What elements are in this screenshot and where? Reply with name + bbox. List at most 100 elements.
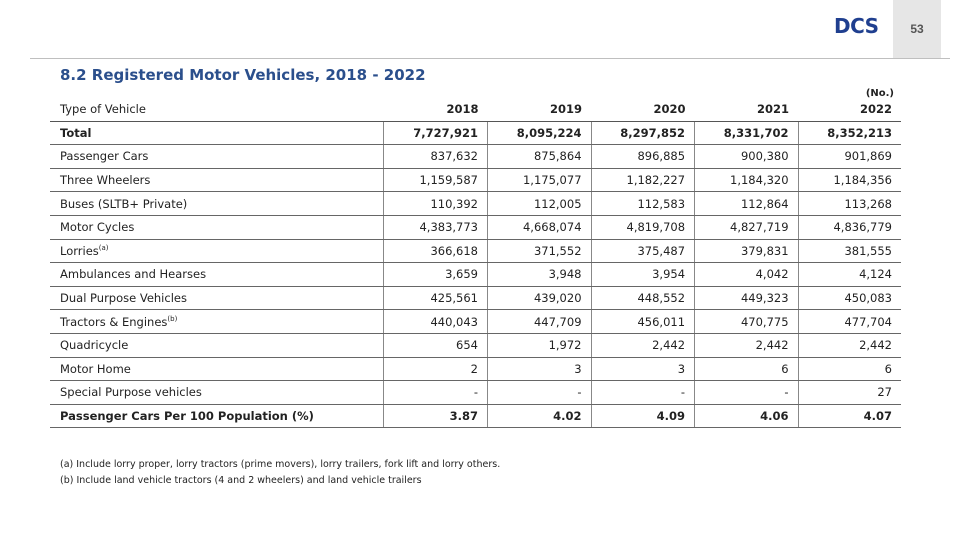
cell-2022: 477,704: [797, 309, 901, 334]
row-label: Tractors & Engines(b): [50, 309, 384, 334]
footnotes: (a) Include lorry proper, lorry tractors…: [60, 457, 500, 489]
unit-label: (No.): [865, 88, 894, 99]
cell-2020: 2,442: [590, 333, 695, 358]
cell-2022: 4,836,779: [797, 215, 901, 240]
cell-2019: 875,864: [487, 144, 592, 169]
cell-2020: -: [590, 380, 695, 405]
cell-2020: 3,954: [590, 262, 695, 287]
page-number-box: 53: [893, 0, 941, 58]
cell-2022: 8,352,213: [797, 121, 901, 146]
cell-2020: 896,885: [590, 144, 695, 169]
cell-2019: 1,972: [487, 333, 592, 358]
row-label-text: Motor Home: [60, 361, 131, 376]
row-label: Ambulances and Hearses: [50, 262, 384, 287]
row-label-text: Total: [60, 125, 92, 140]
row-label: Quadricycle: [50, 333, 384, 358]
cell-2018: 110,392: [383, 191, 488, 216]
row-label-text: Ambulances and Hearses: [60, 267, 207, 282]
cell-2019: 439,020: [487, 286, 592, 311]
row-label: Passenger Cars: [50, 144, 384, 169]
cell-2021: 4,827,719: [694, 215, 799, 240]
row-label-text: Lorries: [60, 243, 99, 258]
table-row: Passenger Cars Per 100 Population (%) 3.8…: [50, 404, 901, 429]
cell-2018: 3.87: [383, 404, 488, 429]
cell-2022: 1,184,356: [797, 168, 901, 193]
cell-2021: 470,775: [694, 309, 799, 334]
cell-2020: 4.09: [590, 404, 695, 429]
table-row: Dual Purpose Vehicles 425,561 439,020 448,5…: [50, 286, 901, 311]
cell-2021: -: [694, 380, 799, 405]
cell-2018: 654: [383, 333, 488, 358]
table-row: Lorries(a) 366,618 371,552 375,487 379,831 38…: [50, 239, 901, 264]
cell-2022: 901,869: [797, 144, 901, 169]
cell-2021: 4.06: [694, 404, 799, 429]
cell-2022: 27: [797, 380, 901, 405]
cell-2018: 4,383,773: [383, 215, 488, 240]
cell-2018: 3,659: [383, 262, 488, 287]
cell-2019: 4,668,074: [487, 215, 592, 240]
row-label-text: Special Purpose vehicles: [60, 385, 202, 400]
cell-2019: 8,095,224: [487, 121, 592, 146]
table-row: Motor Home 2 3 3 6 6: [50, 357, 901, 382]
cell-2019: 371,552: [487, 239, 592, 264]
cell-2019: 112,005: [487, 191, 592, 216]
cell-2021: 2,442: [694, 333, 799, 358]
row-label: Dual Purpose Vehicles: [50, 286, 384, 311]
cell-2020: 8,297,852: [590, 121, 695, 146]
cell-2019: 3: [487, 357, 592, 382]
cell-2022: 2,442: [797, 333, 901, 358]
cell-2019: 3,948: [487, 262, 592, 287]
row-label-text: Tractors & Engines: [60, 314, 168, 329]
cell-2021: 1,184,320: [694, 168, 799, 193]
column-header-2021: 2021: [694, 98, 799, 122]
row-label-text: Passenger Cars Per 100 Population (%): [60, 409, 314, 424]
column-header-2020: 2020: [591, 98, 695, 122]
row-label: Special Purpose vehicles: [50, 380, 384, 405]
column-header-2018: 2018: [383, 98, 488, 122]
footnote-marker: (a): [98, 244, 109, 253]
table-row: Buses (SLTB+ Private) 110,392 112,005 112,5…: [50, 191, 901, 216]
cell-2022: 450,083: [797, 286, 901, 311]
cell-2022: 4,124: [797, 262, 901, 287]
table-row: Three Wheelers 1,159,587 1,175,077 1,182,22…: [50, 168, 901, 193]
row-label: Buses (SLTB+ Private): [50, 191, 384, 216]
cell-2022: 381,555: [797, 239, 901, 264]
cell-2020: 112,583: [590, 191, 695, 216]
cell-2019: -: [487, 380, 592, 405]
cell-2021: 4,042: [694, 262, 799, 287]
row-label: Passenger Cars Per 100 Population (%): [50, 404, 384, 429]
row-label-text: Buses (SLTB+ Private): [60, 196, 188, 211]
cell-2021: 379,831: [694, 239, 799, 264]
column-header-2022: 2022: [798, 98, 901, 122]
cell-2022: 113,268: [797, 191, 901, 216]
cell-2021: 112,864: [694, 191, 799, 216]
row-label-text: Passenger Cars: [60, 149, 149, 164]
cell-2018: 1,159,587: [383, 168, 488, 193]
footnote-marker: (b): [167, 314, 178, 323]
row-label: Motor Cycles: [50, 215, 384, 240]
row-label: Total: [50, 121, 384, 146]
table-row: Special Purpose vehicles - - - -27: [50, 380, 901, 405]
table-row: Ambulances and Hearses 3,659 3,948 3,954 4,0…: [50, 262, 901, 287]
cell-2019: 4.02: [487, 404, 592, 429]
header-row: Type of Vehicle 2018 2019 2020 2021 2022: [50, 98, 901, 122]
cell-2020: 456,011: [590, 309, 695, 334]
table-row: Motor Cycles 4,383,773 4,668,074 4,819,708 4…: [50, 215, 901, 240]
table-row: Quadricycle 654 1,972 2,442 2,442 2,442: [50, 333, 901, 358]
logo-text: DCS: [834, 14, 879, 38]
vehicles-table: Type of Vehicle 2018 2019 2020 2021 2022…: [50, 98, 901, 429]
table-row: Tractors & Engines(b) 440,043 447,709 456,0…: [50, 309, 901, 334]
row-label: Lorries(a): [50, 239, 384, 264]
table-row: Passenger Cars 837,632 875,864 896,885 900,3…: [50, 144, 901, 169]
row-label-text: Dual Purpose Vehicles: [60, 291, 187, 306]
cell-2022: 4.07: [797, 404, 901, 429]
cell-2022: 6: [797, 357, 901, 382]
row-label-text: Three Wheelers: [60, 173, 151, 188]
row-label: Motor Home: [50, 357, 384, 382]
table-title: 8.2 Registered Motor Vehicles, 2018 - 20…: [60, 66, 426, 84]
cell-2018: 366,618: [383, 239, 488, 264]
footnote-a: (a) Include lorry proper, lorry tractors…: [60, 459, 501, 470]
cell-2020: 3: [590, 357, 695, 382]
cell-2020: 1,182,227: [590, 168, 695, 193]
cell-2018: 425,561: [383, 286, 488, 311]
